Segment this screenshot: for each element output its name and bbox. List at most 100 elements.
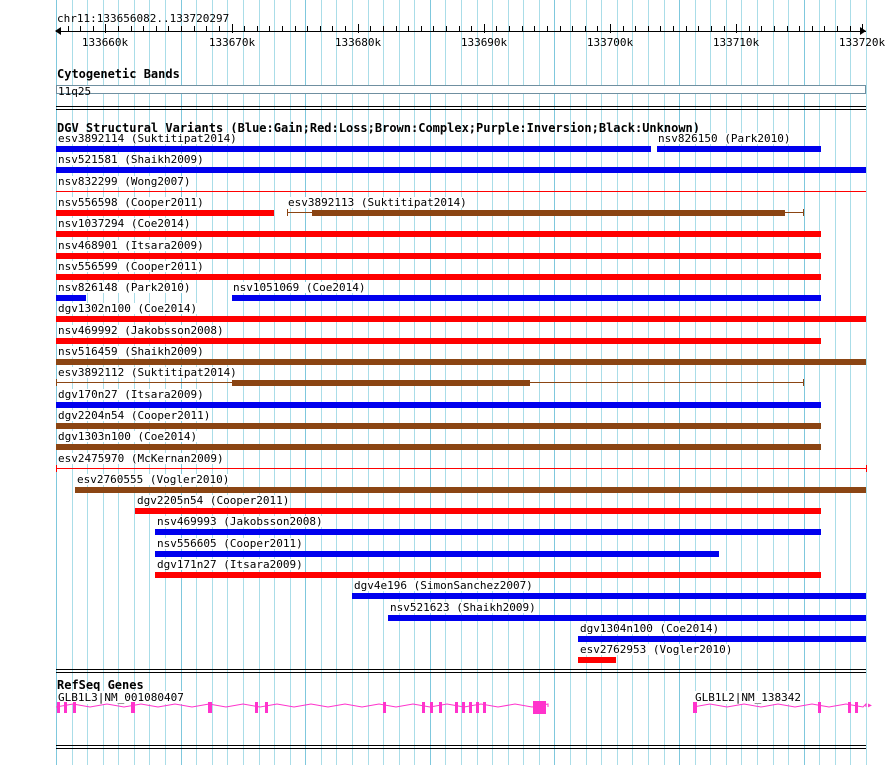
gene-exon[interactable] <box>818 701 821 713</box>
dgv-variant-bar[interactable] <box>135 508 821 515</box>
gene-exon[interactable] <box>265 701 268 713</box>
gene-exon[interactable] <box>533 700 546 714</box>
gene-exon[interactable] <box>430 701 433 713</box>
dgv-variant-row[interactable]: esv3892114 (Suktitipat2014) nsv826150 (Pa… <box>0 133 890 154</box>
dgv-variant-bar[interactable] <box>155 572 821 578</box>
dgv-variant-row[interactable]: nsv516459 (Shaikh2009) <box>0 346 890 367</box>
dgv-variant-row[interactable]: nsv556605 (Cooper2011) <box>0 537 890 559</box>
dgv-variant-row[interactable]: dgv1303n100 (Coe2014) <box>0 431 890 452</box>
gene-exon[interactable] <box>439 701 442 713</box>
gene-exon[interactable] <box>483 701 486 713</box>
dgv-variant-row[interactable]: nsv521623 (Shaikh2009) <box>0 601 890 623</box>
right-arrow-icon <box>860 27 866 35</box>
dgv-variant-bar[interactable] <box>232 380 530 387</box>
gene-exon[interactable] <box>209 701 212 713</box>
dgv-variant-bar[interactable] <box>56 231 821 238</box>
dgv-title: DGV Structural Variants (Blue:Gain;Red:L… <box>57 121 700 135</box>
dgv-variant-row[interactable]: dgv4e196 (SimonSanchez2007) <box>0 580 890 601</box>
gene-exon[interactable] <box>455 701 458 713</box>
dgv-variant-bar[interactable] <box>578 657 616 664</box>
dgv-variant-row[interactable]: esv3892112 (Suktitipat2014) <box>0 367 890 388</box>
dgv-variant-row[interactable]: dgv1304n100 (Coe2014) <box>0 622 890 644</box>
ruler-tick-minor <box>282 26 283 32</box>
ruler-tick-minor <box>623 26 624 32</box>
dgv-variant-row[interactable]: nsv521581 (Shaikh2009) <box>0 154 890 175</box>
dgv-variant-row[interactable]: nsv556599 (Cooper2011) <box>0 260 890 282</box>
dgv-variant-row[interactable]: nsv826148 (Park2010) nsv1051069 (Coe2014) <box>0 282 890 303</box>
gene-exon[interactable] <box>57 701 60 713</box>
dgv-variant-row[interactable]: nsv1037294 (Coe2014) <box>0 218 890 239</box>
dgv-variant-label-secondary: esv3892113 (Suktitipat2014) <box>287 195 468 209</box>
dgv-variant-bar[interactable] <box>155 550 719 557</box>
ruler-tick-label: 133670k <box>208 36 256 49</box>
gene-label: GLB1L2|NM_138342 <box>694 691 802 704</box>
dgv-variant-row[interactable]: dgv2204n54 (Cooper2011) <box>0 408 890 431</box>
ruler-tick-minor <box>724 26 725 32</box>
dgv-variant-bar[interactable] <box>56 337 821 344</box>
dgv-variant-bar[interactable] <box>56 422 821 429</box>
coordinate-label: chr11:133656082..133720297 <box>57 12 230 25</box>
ruler-tick-minor <box>332 26 333 32</box>
cytoband-box[interactable] <box>56 85 866 94</box>
ruler-tick-minor <box>93 26 94 32</box>
dgv-variant-row[interactable]: esv2762953 (Vogler2010) <box>0 644 890 665</box>
dgv-variant-row[interactable]: nsv468901 (Itsara2009) <box>0 239 890 261</box>
gene-exon[interactable] <box>255 701 258 713</box>
dgv-variant-bar[interactable] <box>75 486 866 493</box>
dgv-variant-bar[interactable] <box>352 593 866 600</box>
ruler-tick-minor <box>774 26 775 32</box>
dgv-variant-label: esv3892114 (Suktitipat2014) <box>57 132 238 145</box>
ruler-tick-minor <box>68 26 69 32</box>
dgv-variant-label: dgv2204n54 (Cooper2011) <box>57 408 212 422</box>
gene-exon[interactable] <box>469 701 472 713</box>
dgv-variant-bar[interactable] <box>56 316 866 323</box>
dgv-variant-bar[interactable] <box>578 635 866 642</box>
left-arrow-icon <box>55 27 61 35</box>
dgv-variant-row[interactable]: dgv171n27 (Itsara2009) <box>0 559 890 580</box>
dgv-variant-bar[interactable] <box>56 252 821 259</box>
gene-exon[interactable] <box>131 701 135 713</box>
gene-exon[interactable] <box>383 701 386 713</box>
ruler-tick-minor <box>812 26 813 32</box>
dgv-variant-bar[interactable] <box>155 529 821 536</box>
gene-exon[interactable] <box>476 701 479 713</box>
dgv-variant-row[interactable]: nsv556598 (Cooper2011) esv3892113 (Suktit… <box>0 195 890 218</box>
dgv-variant-row[interactable]: nsv469993 (Jakobsson2008) <box>0 516 890 537</box>
ruler-tick-minor <box>850 26 851 32</box>
dgv-variant-row[interactable]: dgv1302n100 (Coe2014) <box>0 303 890 324</box>
dgv-variant-bar[interactable] <box>56 359 866 365</box>
dgv-variant-bar[interactable] <box>312 209 785 216</box>
ruler-tick-minor <box>295 26 296 32</box>
ruler-tick-minor <box>799 26 800 32</box>
gene-exon[interactable] <box>64 701 67 713</box>
dgv-variant-bar[interactable] <box>56 444 821 451</box>
gene-exon[interactable] <box>422 701 425 713</box>
dgv-variant-bar[interactable] <box>232 295 821 302</box>
dgv-variant-row[interactable]: dgv2205n54 (Cooper2011) <box>0 495 890 516</box>
dgv-variant-bar[interactable] <box>56 295 86 302</box>
dgv-variant-bar[interactable] <box>56 273 821 280</box>
gene-exon[interactable] <box>855 701 858 713</box>
dgv-variant-bar[interactable] <box>388 614 866 621</box>
dgv-variant-label: dgv4e196 (SimonSanchez2007) <box>353 579 534 593</box>
divider-2 <box>56 109 866 110</box>
dgv-variant-row[interactable]: nsv832299 (Wong2007) <box>0 174 890 197</box>
gene-exon[interactable] <box>693 701 697 713</box>
gene-exon[interactable] <box>848 701 851 713</box>
dgv-variant-row[interactable]: nsv469992 (Jakobsson2008) <box>0 324 890 346</box>
dgv-variant-row[interactable]: esv2475970 (McKernan2009) <box>0 452 890 474</box>
dgv-variant-line[interactable] <box>56 467 866 469</box>
dgv-variant-bar[interactable] <box>56 146 651 152</box>
dgv-variant-row[interactable]: esv2760555 (Vogler2010) <box>0 473 890 495</box>
gene-exon[interactable] <box>462 701 465 713</box>
dgv-variant-label: nsv832299 (Wong2007) <box>57 174 192 188</box>
dgv-variant-bar[interactable] <box>56 209 274 216</box>
dgv-variant-bar[interactable] <box>56 401 821 408</box>
dgv-variant-row[interactable]: dgv170n27 (Itsara2009) <box>0 388 890 410</box>
dgv-variant-bar[interactable] <box>657 146 821 152</box>
gene-exon[interactable] <box>73 701 76 713</box>
ruler-tick-minor <box>837 26 838 32</box>
dgv-variant-line[interactable] <box>56 190 866 192</box>
ruler-tick-minor <box>459 26 460 32</box>
dgv-variant-bar[interactable] <box>56 167 866 174</box>
